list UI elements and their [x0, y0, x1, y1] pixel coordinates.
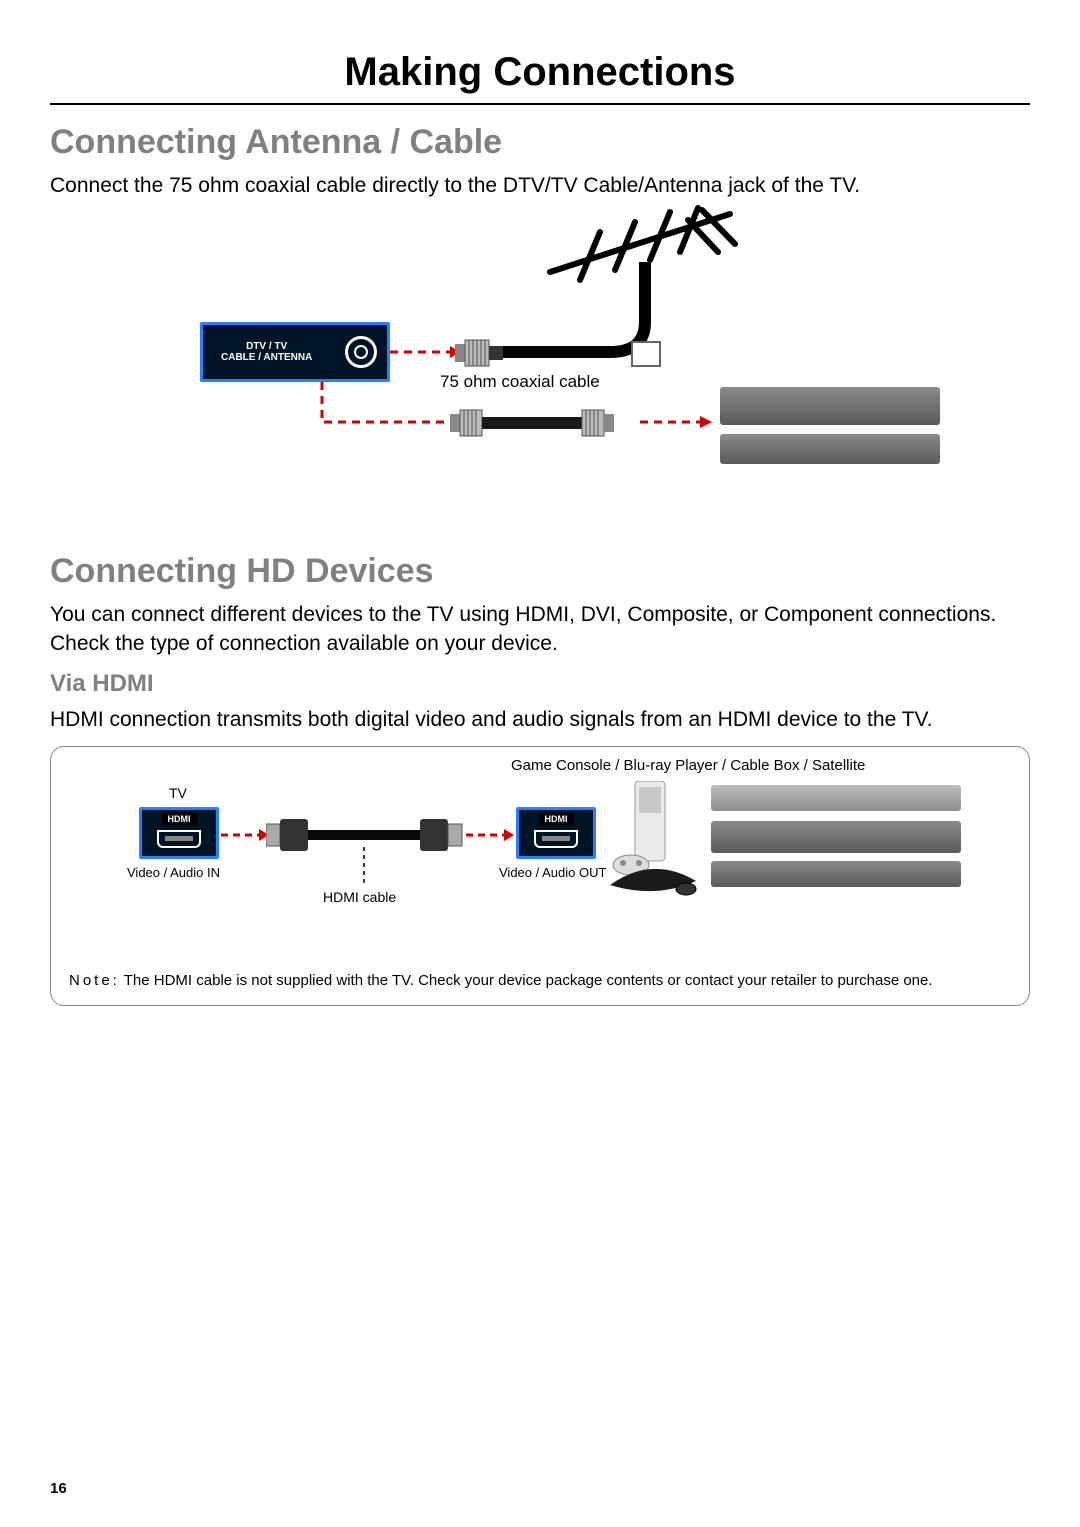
cablebox-device-icon	[711, 821, 961, 853]
satellite-box-device-icon	[720, 434, 940, 464]
hdmi-arrow-right-icon	[466, 825, 516, 845]
via-hdmi-heading: Via HDMI	[50, 670, 1030, 698]
port-label-line1: DTV / TV	[221, 341, 312, 352]
coax-connector-top-icon	[455, 338, 505, 368]
tv-label: TV	[169, 785, 187, 801]
hdmi-slot-icon-2	[534, 830, 578, 848]
via-hdmi-body: HDMI connection transmits both digital v…	[50, 706, 1030, 734]
coax-cable-bottom-icon	[450, 408, 650, 438]
section-antenna-heading: Connecting Antenna / Cable	[50, 123, 1030, 162]
hdmi-port-label-tv: HDMI	[162, 813, 197, 825]
satellite-device-icon	[711, 861, 961, 887]
hdmi-cable-label: HDMI cable	[323, 889, 396, 905]
game-console2-icon	[606, 859, 701, 899]
hdmi-port-label-device: HDMI	[539, 813, 574, 825]
port-label-line2: CABLE / ANTENNA	[221, 352, 312, 363]
page-number: 16	[50, 1480, 67, 1497]
section-antenna-body: Connect the 75 ohm coaxial cable directl…	[50, 172, 1030, 200]
tv-hdmi-port: HDMI	[139, 807, 219, 859]
hdmi-slot-icon	[157, 830, 201, 848]
bluray-device-icon	[711, 785, 961, 811]
cable-box-device-icon	[720, 387, 940, 425]
hdmi-arrow-left-icon	[221, 825, 271, 845]
section-hd-heading: Connecting HD Devices	[50, 552, 1030, 591]
antenna-diagram: DTV / TV CABLE / ANTENNA 75 ohm coaxial …	[50, 212, 1030, 512]
hdmi-diagram-panel: Game Console / Blu-ray Player / Cable Bo…	[50, 746, 1030, 1006]
devices-caption: Game Console / Blu-ray Player / Cable Bo…	[511, 757, 865, 774]
antenna-cable-icon	[490, 262, 690, 382]
hdmi-note: Note: The HDMI cable is not supplied wit…	[69, 971, 1011, 991]
video-audio-out-label: Video / Audio OUT	[499, 865, 606, 880]
hdmi-cable-pointer-icon	[359, 847, 369, 887]
note-lead: Note:	[69, 972, 120, 989]
page-title: Making Connections	[50, 50, 1030, 95]
section-hd-body: You can connect different devices to the…	[50, 601, 1030, 658]
note-body: The HDMI cable is not supplied with the …	[120, 972, 933, 989]
device-hdmi-port: HDMI	[516, 807, 596, 859]
dashed-connection-top-icon	[390, 342, 460, 362]
video-audio-in-label: Video / Audio IN	[127, 865, 220, 880]
title-rule	[50, 103, 1030, 105]
